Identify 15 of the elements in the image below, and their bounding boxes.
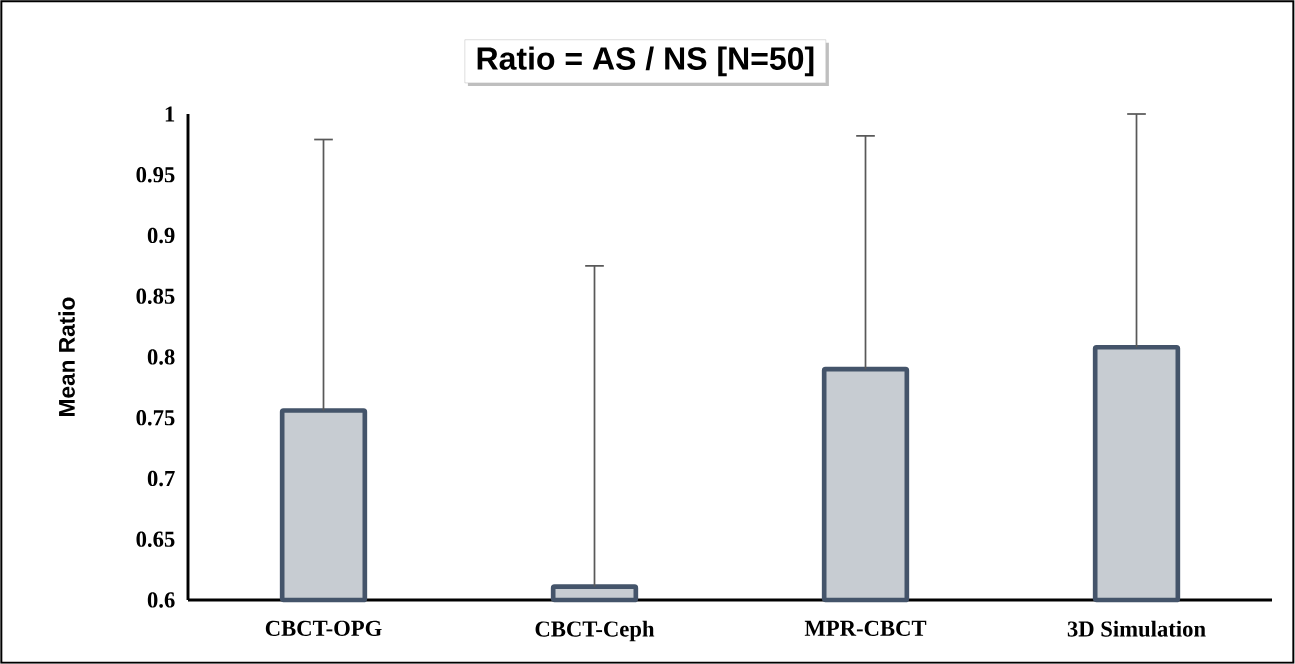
x-tick-label: CBCT-OPG <box>265 620 382 636</box>
y-tick-label: 0.65 <box>136 531 175 547</box>
y-tick-label: 1 <box>165 106 175 122</box>
y-tick-label: 0.9 <box>147 227 175 244</box>
y-tick-label: 0.7 <box>147 470 175 487</box>
y-tick-label: 0.8 <box>147 349 175 365</box>
y-tick-label: 0.75 <box>136 410 175 426</box>
y-tick-label: 0.85 <box>136 288 175 304</box>
y-axis-title: Mean Ratio <box>58 297 75 416</box>
chart-title: Ratio = AS / NS [N=50] <box>477 46 814 77</box>
x-tick-label: CBCT-Ceph <box>535 620 655 642</box>
y-tick-label: 0.6 <box>147 592 175 608</box>
x-tick-label: 3D Simulation <box>1067 620 1206 637</box>
y-tick-label: 0.95 <box>136 167 175 183</box>
x-tick-label: MPR-CBCT <box>804 620 927 636</box>
